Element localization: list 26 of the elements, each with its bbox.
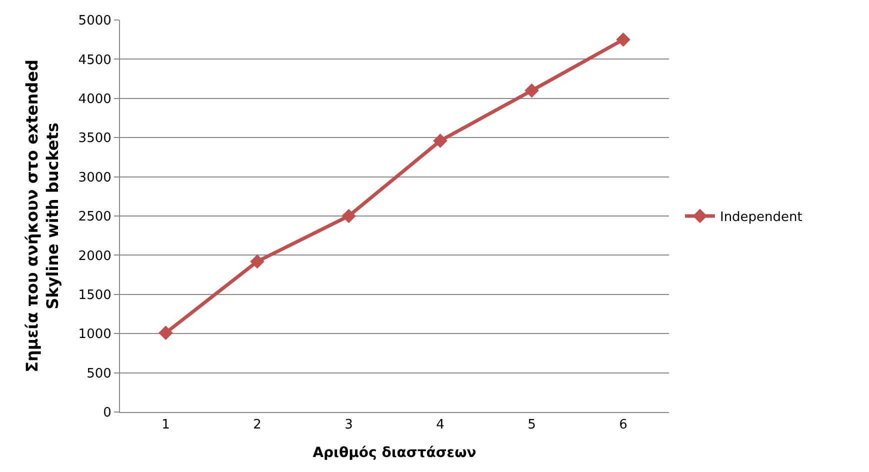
y-tick-label: 4500 — [78, 52, 112, 68]
y-tick-label: 2500 — [78, 210, 112, 225]
x-axis-title: Αριθμός διαστάσεων — [312, 444, 476, 461]
y-tick-label: 500 — [86, 366, 112, 382]
x-tick-label: 6 — [619, 418, 628, 433]
x-tick-label: 3 — [344, 418, 353, 433]
y-tick-label: 1000 — [78, 327, 112, 342]
y-tick-label: 1500 — [78, 288, 112, 303]
y-tick-label: 3500 — [78, 131, 112, 146]
legend-label: Independent — [720, 210, 802, 226]
point — [524, 83, 539, 98]
x-tick-label: 5 — [528, 418, 536, 433]
x-tick-label: 2 — [253, 418, 262, 433]
y-tick-label: 3000 — [78, 170, 112, 186]
point — [342, 208, 356, 224]
y-tick-label: 2000 — [78, 248, 112, 264]
point — [616, 32, 630, 47]
y-tick-label: 0 — [103, 406, 112, 421]
y-tick-label: 5000 — [78, 14, 112, 29]
y-axis-title: Σημεία που ανήκουν στο extended Skyline with buckets — [22, 60, 62, 372]
point — [158, 326, 173, 340]
x-tick-label: 4 — [436, 418, 444, 433]
y-tick-label: 4000 — [78, 92, 112, 107]
point — [433, 134, 448, 148]
x-tick-label: 1 — [162, 418, 170, 433]
point — [250, 254, 264, 269]
